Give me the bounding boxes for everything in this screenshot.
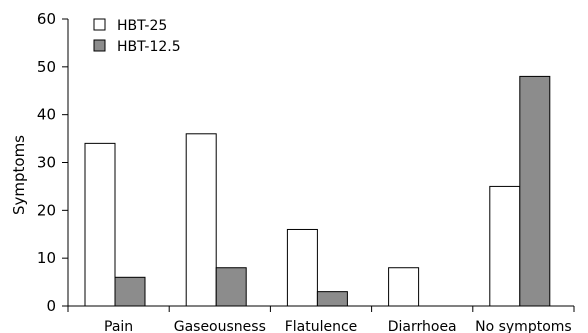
bar-hbt-12-5 (316, 291, 348, 307)
x-category-label: No symptoms (475, 319, 572, 333)
y-tick-label: 20 (37, 201, 56, 219)
legend-label: HBT-25 (117, 18, 167, 34)
plot-area: 0 10 20 30 40 50 60 Pain Gaseousness Flatulence Di… (37, 10, 575, 333)
y-tick-label: 50 (37, 58, 56, 76)
legend: HBT-25 HBT-12.5 (93, 18, 181, 55)
y-axis-title: Symptoms (10, 135, 28, 215)
y-tick-label: 0 (46, 297, 56, 315)
y-tick-label: 30 (37, 154, 56, 172)
y-tick-label: 10 (37, 249, 56, 267)
legend-label: HBT-12.5 (117, 39, 181, 55)
bar-hbt-25 (286, 228, 318, 307)
bar-hbt-25 (185, 133, 217, 307)
x-category-label: Diarrhoea (388, 319, 457, 333)
legend-swatch (93, 39, 106, 52)
bar-hbt-25 (84, 142, 116, 307)
bar-hbt-12-5 (519, 75, 551, 307)
x-category-label: Pain (104, 319, 133, 333)
y-tick-label: 60 (37, 10, 56, 28)
x-category-label: Gaseousness (174, 319, 266, 333)
y-tick-label: 40 (37, 106, 56, 124)
bar-hbt-12-5 (114, 276, 146, 307)
bar-hbt-25 (388, 267, 420, 307)
x-category-label: Flatulence (285, 319, 358, 333)
legend-swatch (93, 18, 106, 31)
bar-hbt-12-5 (215, 267, 247, 307)
bar-hbt-25 (489, 185, 521, 307)
